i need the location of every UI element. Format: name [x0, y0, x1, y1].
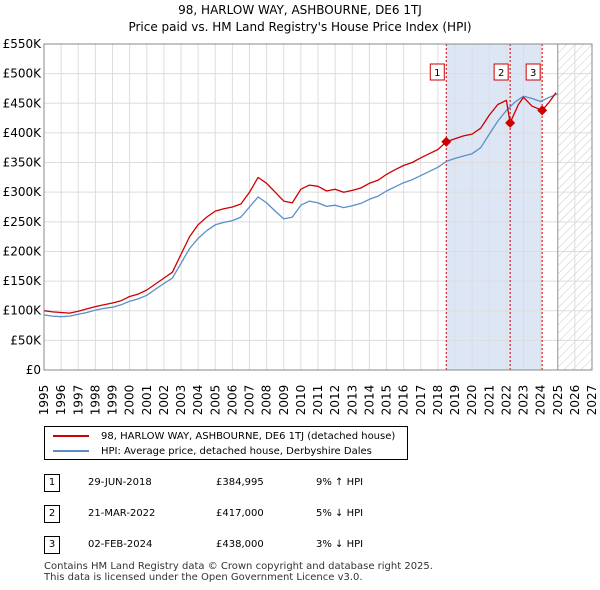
y-tick-label: £0 — [26, 363, 41, 377]
hpi-line — [43, 92, 557, 314]
x-tick-label: 2021 — [482, 385, 496, 416]
x-tick-label: 2012 — [328, 385, 342, 416]
transaction-date: 29-JUN-2018 — [88, 477, 152, 488]
footer-copyright: Contains HM Land Registry data © Crown c… — [44, 561, 433, 572]
sale-marker-label-box — [429, 63, 445, 81]
legend-label-property: 98, HARLOW WAY, ASHBOURNE, DE6 1TJ (deta… — [101, 431, 396, 442]
transaction-hpi: 9% ↑ HPI — [316, 477, 364, 488]
legend: 98, HARLOW WAY, ASHBOURNE, DE6 1TJ (deta… — [44, 426, 408, 460]
y-tick-label: £450K — [3, 96, 43, 110]
transaction-date: 02-FEB-2024 — [88, 539, 153, 550]
x-tick-label: 2022 — [499, 385, 513, 416]
transaction-number: 2 — [44, 505, 60, 523]
y-tick-label: £550K — [3, 37, 43, 51]
x-tick-label: 2002 — [157, 385, 171, 416]
y-tick-label: £50K — [10, 333, 42, 347]
chart-title: 98, HARLOW WAY, ASHBOURNE, DE6 1TJ — [178, 3, 422, 17]
x-tick-label: 2006 — [225, 385, 239, 416]
ownership-shade — [446, 44, 543, 370]
sale-marker-label-box — [493, 63, 509, 81]
y-tick-label: £500K — [3, 67, 43, 81]
legend-label-hpi: HPI: Average price, detached house, Derb… — [101, 446, 372, 457]
x-tick-label: 1999 — [106, 385, 120, 416]
sale-marker — [441, 136, 452, 147]
sale-marker-label: 1 — [434, 68, 440, 79]
sale-marker — [537, 105, 548, 116]
x-tick-label: 2001 — [140, 385, 154, 416]
x-tick-label: 1998 — [88, 385, 102, 416]
y-tick-label: £250K — [3, 215, 43, 229]
x-tick-label: 2011 — [311, 385, 325, 416]
x-tick-label: 2009 — [277, 385, 291, 416]
x-tick-label: 2025 — [551, 385, 565, 416]
transaction-hpi: 5% ↓ HPI — [316, 508, 364, 519]
x-tick-label: 2015 — [380, 385, 394, 416]
x-tick-label: 2014 — [362, 385, 376, 416]
x-tick-label: 2000 — [123, 385, 137, 416]
footer: Contains HM Land Registry data © Crown c… — [44, 561, 433, 583]
x-tick-label: 2026 — [568, 385, 582, 416]
x-tick-label: 2018 — [431, 385, 445, 416]
y-tick-label: £350K — [3, 156, 43, 170]
x-tick-label: 2020 — [465, 385, 479, 416]
footer-licence: This data is licensed under the Open Gov… — [44, 572, 363, 583]
transaction-price: £384,995 — [216, 477, 264, 488]
transaction-price: £438,000 — [216, 539, 264, 550]
x-tick-label: 2027 — [585, 385, 599, 416]
legend-item-property: 98, HARLOW WAY, ASHBOURNE, DE6 1TJ (deta… — [53, 429, 395, 445]
x-tick-label: 1996 — [54, 385, 68, 416]
y-tick-label: £150K — [3, 274, 43, 288]
transaction-date: 21-MAR-2022 — [88, 508, 156, 519]
property-price-line — [43, 93, 559, 318]
sale-marker — [505, 117, 516, 128]
y-tick-label: £300K — [3, 185, 43, 199]
legend-swatch-hpi — [53, 450, 89, 452]
x-tick-label: 1997 — [71, 385, 85, 416]
x-tick-label: 1995 — [37, 385, 51, 416]
x-tick-label: 2023 — [517, 385, 531, 416]
y-tick-label: £100K — [3, 304, 43, 318]
y-tick-label: £400K — [3, 126, 43, 140]
sale-marker-label-box — [525, 63, 541, 81]
x-tick-label: 2008 — [260, 385, 274, 416]
transaction-number: 3 — [44, 536, 60, 554]
sale-marker-label: 2 — [498, 68, 504, 79]
x-tick-label: 2005 — [208, 385, 222, 416]
x-tick-label: 2024 — [534, 385, 548, 416]
x-tick-label: 2016 — [397, 385, 411, 416]
transaction-number: 1 — [44, 474, 60, 492]
price-chart: 98, HARLOW WAY, ASHBOURNE, DE6 1TJ Price… — [3, 3, 599, 416]
y-tick-label: £200K — [3, 244, 43, 258]
x-tick-label: 2010 — [294, 385, 308, 416]
x-tick-label: 2013 — [345, 385, 359, 416]
x-tick-label: 2019 — [448, 385, 462, 416]
x-tick-label: 2017 — [414, 385, 428, 416]
legend-item-hpi: HPI: Average price, detached house, Derb… — [53, 444, 372, 460]
sale-marker-label: 3 — [530, 68, 536, 79]
transaction-price: £417,000 — [216, 508, 264, 519]
x-tick-label: 2007 — [243, 385, 257, 416]
transaction-hpi: 3% ↓ HPI — [316, 539, 364, 550]
plot-frame — [43, 43, 593, 371]
chart-subtitle: Price paid vs. HM Land Registry's House … — [128, 20, 471, 34]
x-tick-label: 2003 — [174, 385, 188, 416]
x-tick-label: 2004 — [191, 385, 205, 416]
legend-swatch-property — [53, 435, 89, 437]
